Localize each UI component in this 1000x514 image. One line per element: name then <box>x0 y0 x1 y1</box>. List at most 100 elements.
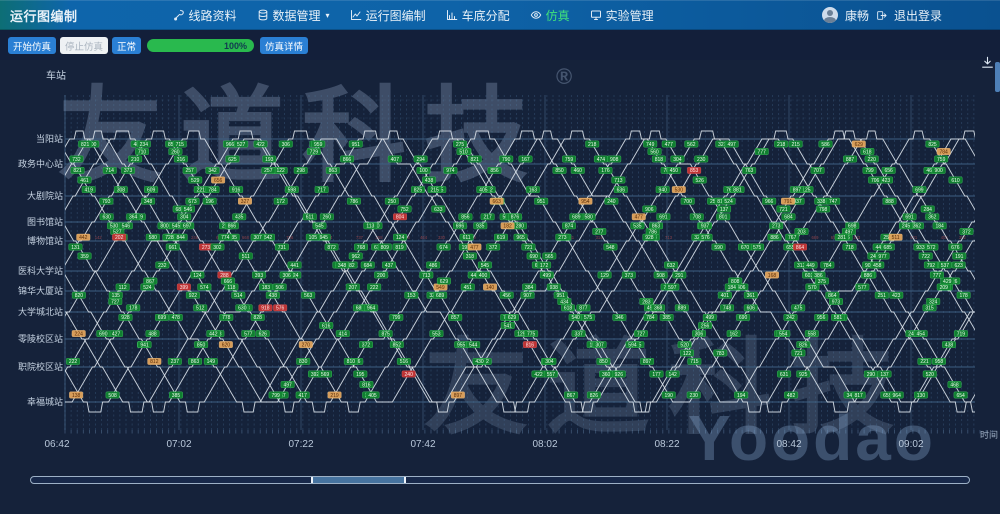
train-number-badge[interactable]: 629 <box>851 140 866 148</box>
download-icon[interactable] <box>981 56 994 69</box>
train-number-badge[interactable]: 307 <box>592 341 607 348</box>
train-number-badge[interactable]: 866 <box>340 155 355 163</box>
train-number-badge[interactable]: 456 <box>499 291 514 299</box>
train-number-badge[interactable]: 900 <box>931 166 946 174</box>
train-number-badge[interactable]: 888 <box>882 197 897 205</box>
train-number-badge[interactable]: 442 <box>206 330 221 337</box>
train-number-badge[interactable]: 242 <box>783 314 798 321</box>
train-number-badge[interactable]: 256 <box>698 322 713 329</box>
train-number-badge[interactable]: 820 <box>71 291 86 299</box>
train-number-badge[interactable]: 875 <box>378 330 393 337</box>
train-number-badge[interactable]: 240 <box>401 370 416 378</box>
train-number-badge[interactable]: 661 <box>165 243 180 251</box>
train-number-badge[interactable]: 372 <box>486 243 501 251</box>
train-line[interactable] <box>0 130 1000 413</box>
train-number-badge[interactable]: 580 <box>145 233 160 241</box>
train-number-badge[interactable]: 821 <box>467 155 482 163</box>
train-number-badge[interactable]: 804 <box>393 213 407 221</box>
train-line[interactable] <box>0 130 1000 413</box>
train-number-badge[interactable]: 281 <box>834 233 849 241</box>
train-number-badge[interactable]: 706 <box>868 176 883 184</box>
train-number-badge[interactable]: 577 <box>241 330 256 337</box>
train-number-badge[interactable]: 512 <box>193 304 208 312</box>
train-number-badge[interactable]: 699 <box>912 186 927 193</box>
train-number-badge[interactable]: 520 <box>922 370 937 378</box>
train-number-badge[interactable]: 816 <box>522 341 537 348</box>
train-number-badge[interactable]: 184 <box>932 222 947 230</box>
train-number-badge[interactable]: 825 <box>925 140 940 148</box>
train-number-badge[interactable]: 422 <box>531 370 546 378</box>
train-number-badge[interactable]: 284 <box>920 205 935 213</box>
train-number-badge[interactable]: 112 <box>115 283 130 291</box>
train-number-badge[interactable]: 497 <box>280 381 295 388</box>
train-number-badge[interactable]: 752 <box>397 205 412 213</box>
train-number-badge[interactable]: 809 <box>377 243 392 251</box>
train-number-badge[interactable]: 140 <box>483 283 498 291</box>
train-number-badge[interactable]: 449 <box>803 261 818 269</box>
nav-item-diagram-edit[interactable]: 运行图编制 <box>350 7 426 24</box>
train-number-badge[interactable]: 506 <box>272 283 287 291</box>
train-number-badge[interactable]: 856 <box>458 213 473 221</box>
train-number-badge[interactable]: 696 <box>453 222 467 230</box>
train-number-badge[interactable]: 857 <box>448 314 463 321</box>
train-number-badge[interactable]: 690 <box>526 252 541 260</box>
train-number-badge[interactable]: 812 <box>147 358 162 365</box>
train-number-badge[interactable]: 767 <box>785 233 800 241</box>
train-number-badge[interactable]: 619 <box>494 233 508 241</box>
train-number-badge[interactable]: 792 <box>923 261 938 269</box>
train-number-badge[interactable]: 307 <box>250 233 265 241</box>
train-number-badge[interactable]: 438 <box>422 176 437 184</box>
train-line[interactable] <box>8 130 1000 413</box>
train-number-badge[interactable]: 545 <box>312 222 327 230</box>
train-number-badge[interactable]: 234 <box>136 140 151 148</box>
train-number-badge[interactable]: 684 <box>360 261 375 269</box>
train-number-badge[interactable]: 565 <box>542 252 557 260</box>
train-number-badge[interactable]: 178 <box>126 304 141 312</box>
train-number-badge[interactable]: 563 <box>301 291 316 299</box>
train-number-badge[interactable]: 749 <box>643 140 658 148</box>
train-number-badge[interactable]: 938 <box>546 283 561 291</box>
train-number-badge[interactable]: 906 <box>642 205 657 213</box>
train-number-badge[interactable]: 784 <box>820 261 835 269</box>
train-number-badge[interactable]: 260 <box>319 213 334 221</box>
train-number-badge[interactable]: 951 <box>553 291 568 299</box>
train-number-badge[interactable]: 965 <box>513 233 528 241</box>
train-number-badge[interactable]: 257 <box>261 166 276 174</box>
train-number-badge[interactable]: 610 <box>948 176 963 184</box>
train-number-badge[interactable]: 461 <box>77 176 92 184</box>
train-number-badge[interactable]: 221 <box>917 358 932 365</box>
train-number-badge[interactable]: 529 <box>188 176 203 184</box>
train-number-badge[interactable]: 786 <box>645 228 660 235</box>
train-number-badge[interactable]: 527 <box>234 140 249 148</box>
train-number-badge[interactable]: 697 <box>180 222 195 230</box>
train-number-badge[interactable]: 318 <box>462 252 477 260</box>
train-number-badge[interactable]: 142 <box>665 370 680 378</box>
train-line[interactable] <box>0 130 1000 413</box>
train-number-badge[interactable]: 715 <box>687 358 702 365</box>
train-number-badge[interactable]: 422 <box>253 140 268 148</box>
train-number-badge[interactable]: 460 <box>570 166 585 174</box>
train-number-badge[interactable]: 729 <box>306 148 321 155</box>
train-number-badge[interactable]: 540 <box>568 314 583 321</box>
train-number-badge[interactable]: 549 <box>433 283 448 291</box>
train-number-badge[interactable]: 826 <box>796 341 811 348</box>
train-number-badge[interactable]: 153 <box>404 291 419 299</box>
train-number-badge[interactable]: 384 <box>522 283 537 291</box>
train-number-badge[interactable]: 419 <box>81 186 96 193</box>
train-number-badge[interactable]: 215 <box>427 186 442 193</box>
train-number-badge[interactable]: 430 <box>472 358 487 365</box>
train-number-badge[interactable]: 922 <box>185 291 200 299</box>
train-number-badge[interactable]: 190 <box>661 391 676 399</box>
train-number-badge[interactable]: 200 <box>374 271 389 279</box>
train-number-badge[interactable]: 270 <box>298 341 313 348</box>
train-number-badge[interactable]: 475 <box>791 304 806 312</box>
train-number-badge[interactable]: 194 <box>734 391 749 399</box>
train-number-badge[interactable]: 516 <box>396 358 411 365</box>
train-number-badge[interactable]: 799 <box>268 391 283 399</box>
train-number-badge[interactable]: 825 <box>411 186 425 193</box>
train-number-badge[interactable]: 137 <box>717 205 732 213</box>
train-number-badge[interactable]: 196 <box>202 197 217 205</box>
train-number-badge[interactable]: 202 <box>112 233 127 241</box>
train-number-badge[interactable]: 360 <box>599 370 614 378</box>
train-number-badge[interactable]: 674 <box>436 243 451 251</box>
